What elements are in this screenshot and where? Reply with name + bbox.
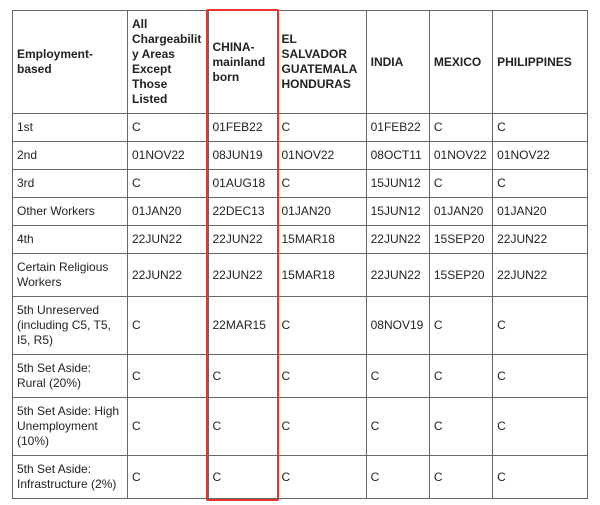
table-cell: 15MAR18 <box>277 254 366 297</box>
table-cell: 01JAN20 <box>493 198 588 226</box>
table-header: Employment-based All Chargeability Areas… <box>13 11 588 114</box>
table-cell: 01JAN20 <box>429 198 492 226</box>
table-cell: 4th <box>13 226 128 254</box>
table-cell: C <box>128 114 209 142</box>
table-cell: 01NOV22 <box>128 142 209 170</box>
table-cell: 22JUN22 <box>493 254 588 297</box>
table-cell: 1st <box>13 114 128 142</box>
col-employment-based: Employment-based <box>13 11 128 114</box>
table-cell: C <box>429 398 492 456</box>
table-cell: 08NOV19 <box>366 297 429 355</box>
visa-bulletin-table: Employment-based All Chargeability Areas… <box>12 10 588 499</box>
table-cell: 08OCT11 <box>366 142 429 170</box>
table-cell: C <box>208 355 277 398</box>
table-cell: 22JUN22 <box>366 226 429 254</box>
col-philippines: PHILIPPINES <box>493 11 588 114</box>
table-cell: C <box>208 398 277 456</box>
table-cell: 01NOV22 <box>493 142 588 170</box>
table-cell: 5th Set Aside: Infrastructure (2%) <box>13 456 128 499</box>
col-el-salvador-etc: EL SALVADOR GUATEMALA HONDURAS <box>277 11 366 114</box>
table-row: 2nd01NOV2208JUN1901NOV2208OCT1101NOV2201… <box>13 142 588 170</box>
table-cell: C <box>277 297 366 355</box>
table-cell: 5th Unreserved (including C5, T5, I5, R5… <box>13 297 128 355</box>
table-cell: 08JUN19 <box>208 142 277 170</box>
table-cell: C <box>429 456 492 499</box>
table-body: 1stC01FEB22C01FEB22CC2nd01NOV2208JUN1901… <box>13 114 588 499</box>
table-cell: C <box>128 297 209 355</box>
table-cell: C <box>493 355 588 398</box>
table-cell: 01AUG18 <box>208 170 277 198</box>
table-cell: 15MAR18 <box>277 226 366 254</box>
table-cell: C <box>429 297 492 355</box>
table-cell: C <box>208 456 277 499</box>
table-cell: C <box>277 114 366 142</box>
table-cell: C <box>493 456 588 499</box>
table-cell: 15JUN12 <box>366 198 429 226</box>
table-cell: 01FEB22 <box>208 114 277 142</box>
table-cell: C <box>429 355 492 398</box>
table-cell: C <box>366 398 429 456</box>
table-cell: 01FEB22 <box>366 114 429 142</box>
table-cell: 01NOV22 <box>277 142 366 170</box>
table-row: 4th22JUN2222JUN2215MAR1822JUN2215SEP2022… <box>13 226 588 254</box>
table-cell: C <box>128 170 209 198</box>
table-cell: Certain Religious Workers <box>13 254 128 297</box>
header-row: Employment-based All Chargeability Areas… <box>13 11 588 114</box>
table-cell: 22JUN22 <box>208 226 277 254</box>
table-cell: 3rd <box>13 170 128 198</box>
table-cell: 15SEP20 <box>429 254 492 297</box>
table-row: 5th Set Aside: Infrastructure (2%)CCCCCC <box>13 456 588 499</box>
table-cell: C <box>277 355 366 398</box>
table-row: 1stC01FEB22C01FEB22CC <box>13 114 588 142</box>
table-cell: C <box>128 456 209 499</box>
table-row: 5th Unreserved (including C5, T5, I5, R5… <box>13 297 588 355</box>
visa-bulletin-table-wrap: Employment-based All Chargeability Areas… <box>0 0 600 505</box>
table-cell: C <box>366 456 429 499</box>
table-cell: C <box>493 398 588 456</box>
table-cell: C <box>128 398 209 456</box>
table-cell: 01JAN20 <box>277 198 366 226</box>
table-cell: 22DEC13 <box>208 198 277 226</box>
table-cell: 15SEP20 <box>429 226 492 254</box>
table-cell: C <box>429 170 492 198</box>
table-cell: C <box>493 170 588 198</box>
table-row: 5th Set Aside: High Unemployment (10%)CC… <box>13 398 588 456</box>
table-cell: 22JUN22 <box>366 254 429 297</box>
table-cell: C <box>128 355 209 398</box>
table-cell: 15JUN12 <box>366 170 429 198</box>
table-row: Certain Religious Workers22JUN2222JUN221… <box>13 254 588 297</box>
table-cell: 5th Set Aside: High Unemployment (10%) <box>13 398 128 456</box>
table-cell: 22JUN22 <box>493 226 588 254</box>
table-row: Other Workers01JAN2022DEC1301JAN2015JUN1… <box>13 198 588 226</box>
table-cell: C <box>493 114 588 142</box>
table-cell: C <box>429 114 492 142</box>
col-china-mainland: CHINA-mainland born <box>208 11 277 114</box>
table-cell: C <box>493 297 588 355</box>
table-cell: Other Workers <box>13 198 128 226</box>
table-cell: C <box>277 456 366 499</box>
table-cell: 22JUN22 <box>128 254 209 297</box>
table-cell: C <box>277 170 366 198</box>
table-cell: 2nd <box>13 142 128 170</box>
table-cell: 22MAR15 <box>208 297 277 355</box>
table-cell: 22JUN22 <box>208 254 277 297</box>
table-cell: 5th Set Aside: Rural (20%) <box>13 355 128 398</box>
table-cell: 01NOV22 <box>429 142 492 170</box>
table-cell: C <box>277 398 366 456</box>
table-cell: C <box>366 355 429 398</box>
table-row: 5th Set Aside: Rural (20%)CCCCCC <box>13 355 588 398</box>
col-all-chargeability: All Chargeability Areas Except Those Lis… <box>128 11 209 114</box>
col-india: INDIA <box>366 11 429 114</box>
table-row: 3rdC01AUG18C15JUN12CC <box>13 170 588 198</box>
table-cell: 22JUN22 <box>128 226 209 254</box>
col-mexico: MEXICO <box>429 11 492 114</box>
table-cell: 01JAN20 <box>128 198 209 226</box>
